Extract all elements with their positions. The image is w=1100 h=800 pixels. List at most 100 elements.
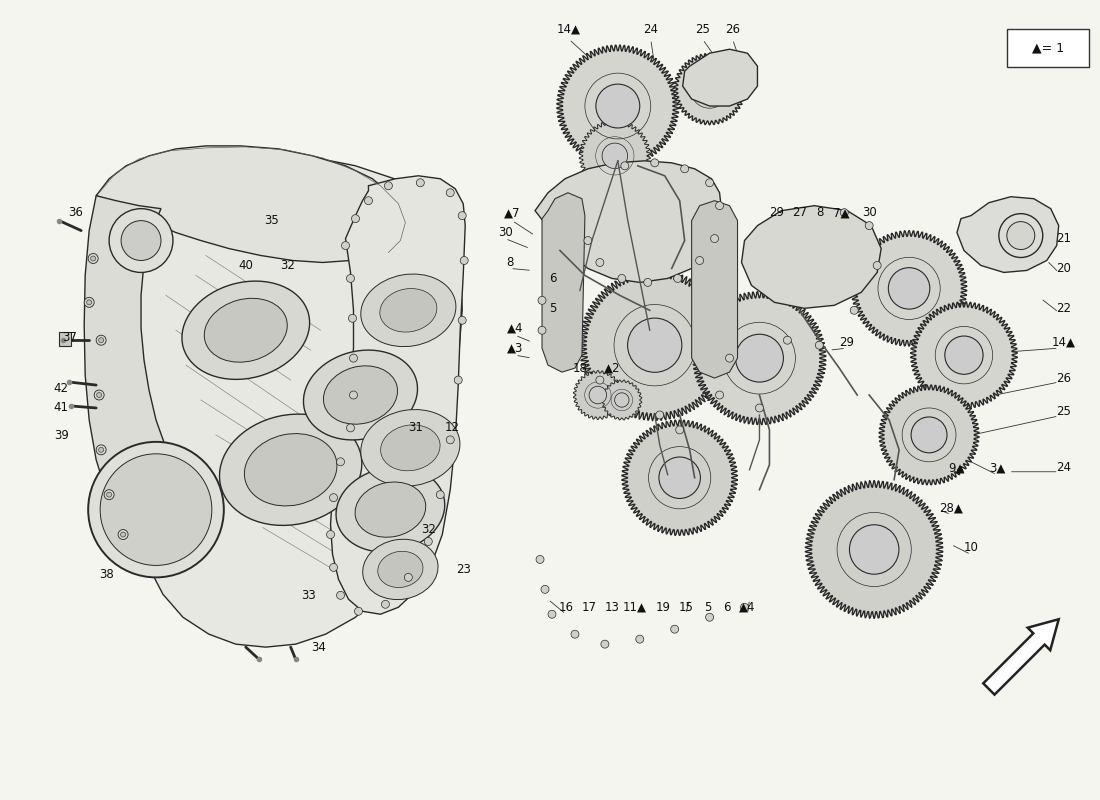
Circle shape: [945, 336, 983, 374]
Polygon shape: [957, 197, 1058, 273]
Circle shape: [354, 607, 363, 615]
Circle shape: [121, 532, 125, 537]
Circle shape: [349, 314, 356, 322]
Text: 11▲: 11▲: [623, 601, 647, 614]
Text: 19: 19: [656, 601, 670, 614]
Circle shape: [99, 338, 103, 342]
Circle shape: [538, 296, 546, 304]
Ellipse shape: [361, 410, 460, 486]
Text: 41: 41: [54, 402, 68, 414]
Polygon shape: [683, 50, 758, 106]
Circle shape: [636, 635, 644, 643]
Text: 7▲: 7▲: [833, 206, 849, 219]
Circle shape: [88, 254, 98, 263]
Ellipse shape: [244, 434, 337, 506]
Circle shape: [644, 278, 651, 286]
Text: 6: 6: [723, 601, 730, 614]
Circle shape: [88, 442, 223, 578]
Text: 5: 5: [549, 302, 557, 315]
Circle shape: [850, 306, 858, 314]
Text: 3▲: 3▲: [989, 462, 1005, 474]
Circle shape: [889, 268, 930, 309]
Circle shape: [656, 411, 663, 419]
Polygon shape: [542, 193, 585, 372]
Circle shape: [596, 258, 604, 266]
Polygon shape: [692, 201, 737, 378]
Text: 30: 30: [497, 226, 513, 239]
Circle shape: [815, 342, 823, 349]
Text: 38: 38: [99, 568, 113, 581]
Circle shape: [675, 426, 684, 434]
Polygon shape: [557, 45, 679, 167]
Ellipse shape: [377, 551, 424, 587]
Ellipse shape: [205, 298, 287, 362]
Bar: [1006, 30, 1089, 67]
Circle shape: [716, 202, 724, 210]
Polygon shape: [580, 120, 650, 191]
Circle shape: [716, 391, 724, 399]
Text: 32: 32: [280, 259, 295, 272]
Text: 29: 29: [838, 336, 854, 349]
Circle shape: [447, 436, 454, 444]
Circle shape: [95, 390, 104, 400]
Circle shape: [849, 525, 899, 574]
Circle shape: [100, 454, 212, 566]
Text: 14▲: 14▲: [557, 22, 581, 36]
Text: 27: 27: [792, 206, 807, 219]
Text: 34: 34: [311, 641, 326, 654]
Circle shape: [596, 376, 604, 384]
Text: 14▲: 14▲: [1052, 336, 1076, 349]
Ellipse shape: [323, 366, 397, 424]
Circle shape: [673, 274, 682, 282]
Ellipse shape: [304, 350, 418, 440]
Circle shape: [96, 445, 106, 455]
Circle shape: [620, 162, 629, 170]
Circle shape: [696, 76, 723, 102]
Circle shape: [736, 334, 783, 382]
Circle shape: [382, 600, 389, 608]
Circle shape: [350, 354, 358, 362]
Circle shape: [628, 318, 682, 372]
Circle shape: [437, 490, 444, 498]
Ellipse shape: [336, 467, 444, 552]
Text: 12: 12: [444, 422, 460, 434]
Circle shape: [538, 326, 546, 334]
Circle shape: [85, 298, 95, 307]
Ellipse shape: [220, 414, 362, 526]
Text: 9▲: 9▲: [948, 462, 965, 474]
Text: 36: 36: [68, 206, 82, 219]
Circle shape: [618, 274, 626, 282]
Circle shape: [459, 316, 466, 324]
Text: 28▲: 28▲: [939, 501, 962, 514]
Text: 42: 42: [54, 382, 68, 394]
Circle shape: [590, 386, 607, 404]
Circle shape: [596, 84, 640, 128]
Circle shape: [584, 237, 592, 245]
Polygon shape: [674, 54, 746, 125]
Circle shape: [911, 417, 947, 453]
Circle shape: [571, 630, 579, 638]
Polygon shape: [96, 153, 462, 647]
Circle shape: [681, 165, 689, 173]
Text: 31: 31: [408, 422, 422, 434]
Circle shape: [405, 574, 412, 582]
Polygon shape: [535, 161, 722, 282]
Circle shape: [548, 610, 556, 618]
Circle shape: [459, 212, 466, 220]
Text: 22: 22: [1056, 302, 1071, 315]
Text: 26: 26: [1056, 371, 1071, 385]
Text: 40: 40: [239, 259, 253, 272]
Polygon shape: [741, 206, 881, 308]
Text: 17: 17: [582, 601, 596, 614]
Circle shape: [341, 242, 350, 250]
Circle shape: [350, 391, 358, 399]
Text: 37: 37: [62, 330, 77, 344]
Circle shape: [337, 458, 344, 466]
Text: 24: 24: [1056, 462, 1071, 474]
Text: 8: 8: [816, 206, 824, 219]
Text: 18: 18: [572, 362, 587, 374]
Circle shape: [104, 490, 114, 500]
Polygon shape: [573, 370, 623, 419]
Ellipse shape: [363, 539, 438, 599]
Circle shape: [840, 209, 848, 217]
